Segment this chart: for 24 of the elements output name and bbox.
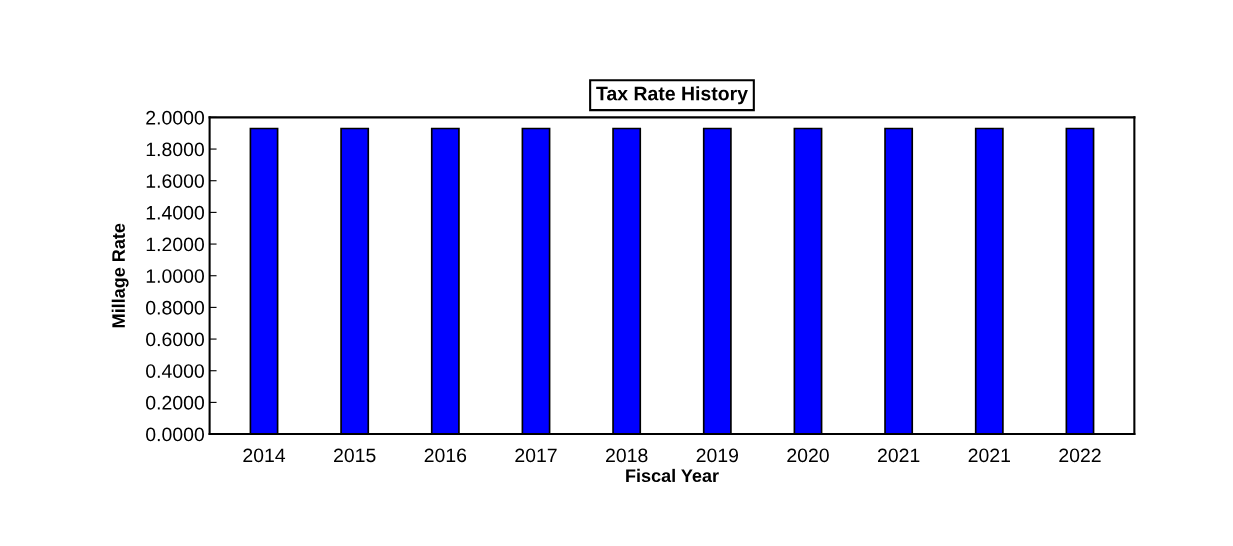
chart-title: Tax Rate History xyxy=(596,86,748,105)
y-tick-label: 2.0000 xyxy=(146,110,204,125)
x-tick-label: 2021 xyxy=(968,448,1010,463)
x-tick-label: 2021 xyxy=(877,448,920,463)
y-tick-label: 0.0000 xyxy=(146,427,204,442)
y-tick-label: 1.8000 xyxy=(146,142,204,157)
x-axis-title: Fiscal Year xyxy=(626,468,719,483)
y-tick-label: 1.4000 xyxy=(146,205,204,220)
y-tick-label: 0.6000 xyxy=(146,332,204,347)
y-tick-label: 0.4000 xyxy=(146,364,204,378)
x-tick-label: 2017 xyxy=(515,448,557,463)
x-tick-label: 2015 xyxy=(334,448,376,463)
y-axis-title: Millage Rate xyxy=(111,223,129,328)
y-tick-label: 0.2000 xyxy=(146,395,204,410)
x-tick-label: 2022 xyxy=(1059,448,1101,463)
x-tick-label: 2014 xyxy=(243,448,286,463)
x-tick-label: 2016 xyxy=(424,448,467,463)
y-tick-label: 0.8000 xyxy=(146,300,204,315)
y-tick-label: 1.2000 xyxy=(146,237,204,252)
x-tick-label: 2019 xyxy=(696,448,739,463)
x-tick-label: 2018 xyxy=(606,448,648,463)
x-tick-label: 2020 xyxy=(787,448,829,463)
y-tick-label: 1.0000 xyxy=(146,269,204,283)
y-tick-label: 1.6000 xyxy=(146,174,204,188)
